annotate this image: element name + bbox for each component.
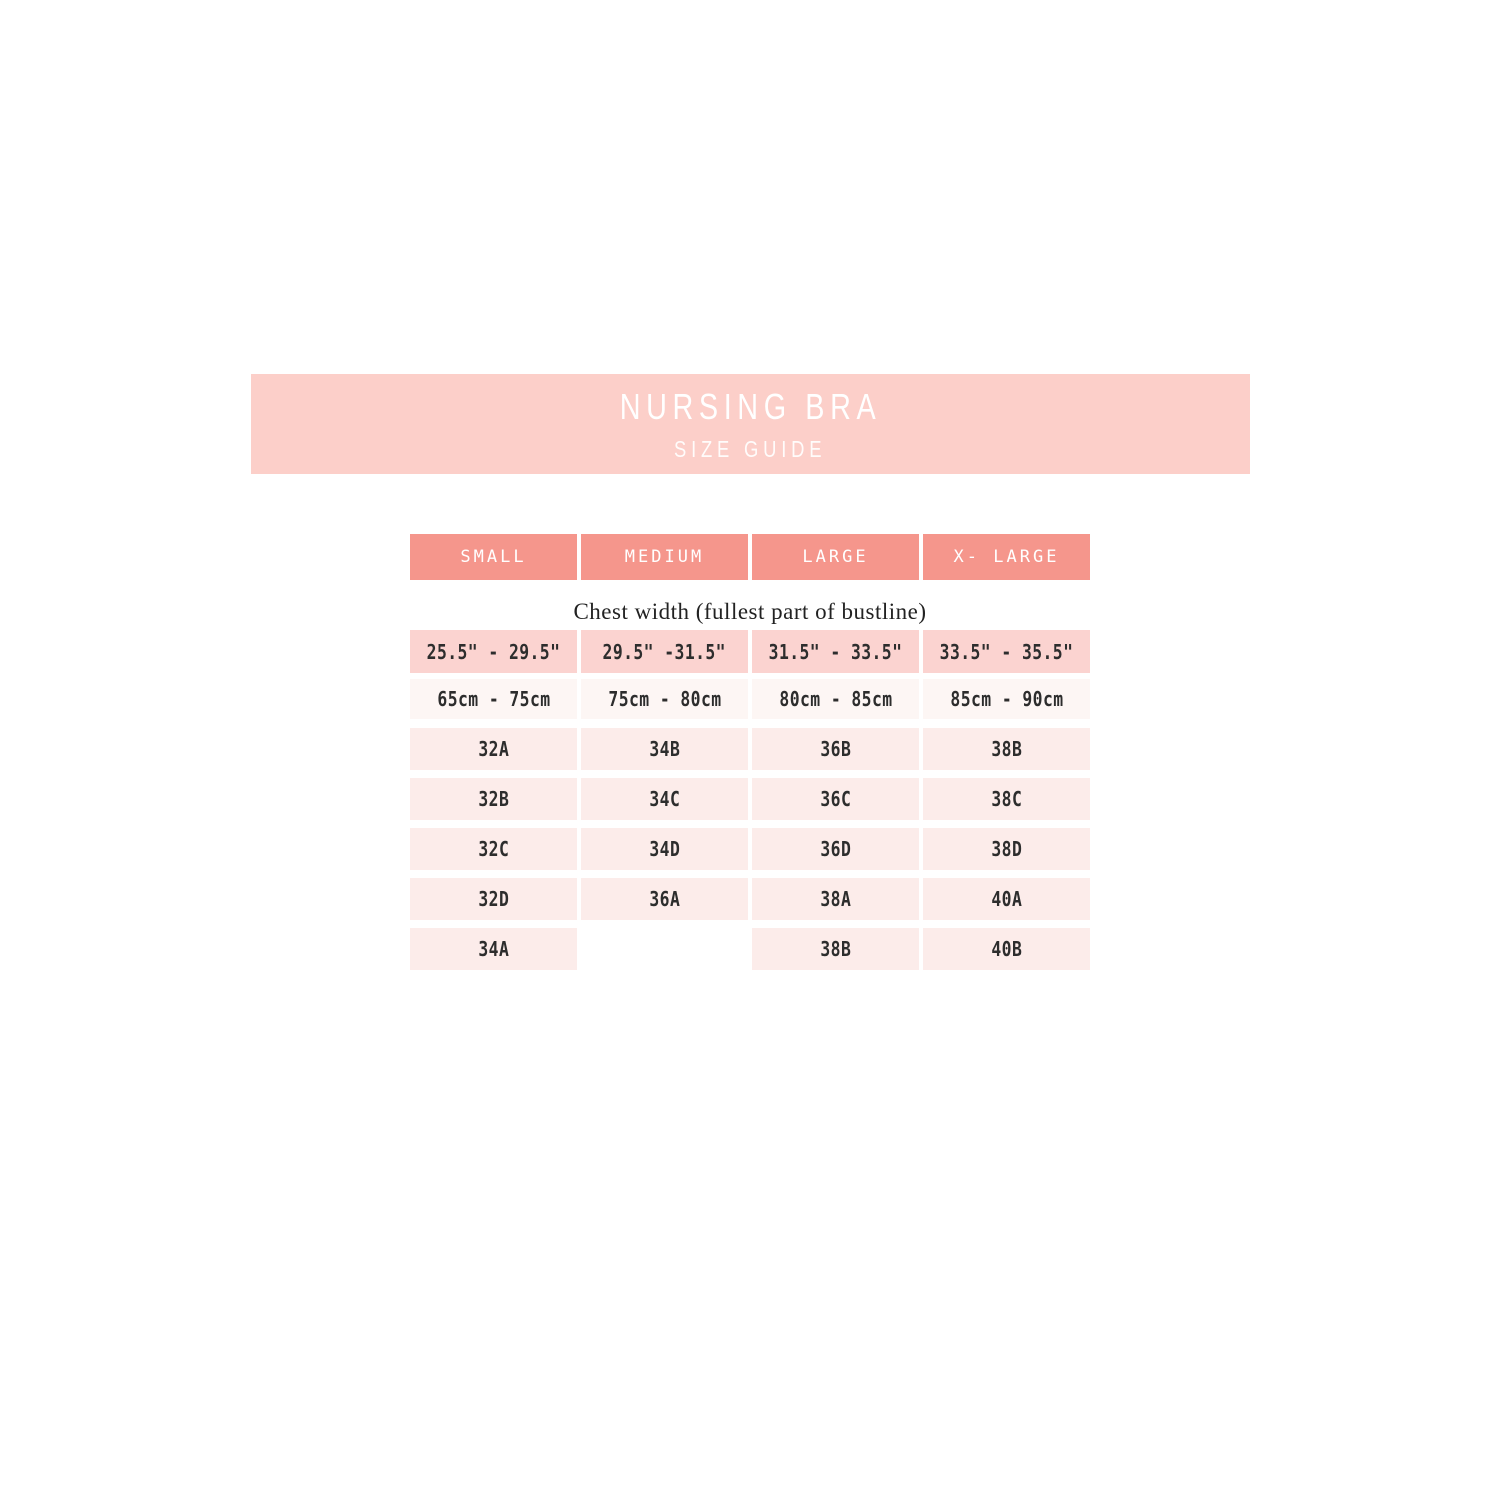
chest-width-inches-row: 25.5" - 29.5" 29.5" -31.5" 31.5" - 33.5"…: [410, 630, 1090, 673]
banner: NURSING BRA SIZE GUIDE: [251, 374, 1250, 474]
column-header-small-label: SMALL: [460, 547, 527, 567]
size-cell: 34B: [581, 728, 748, 770]
size-value: 36A: [649, 887, 680, 911]
size-row-1: 32A 34B 36B 38B: [410, 728, 1090, 770]
cm-range-cell: 80cm - 85cm: [752, 679, 919, 719]
column-header-medium: MEDIUM: [581, 534, 748, 580]
column-header-large: LARGE: [752, 534, 919, 580]
inch-range-medium: 29.5" -31.5": [602, 639, 727, 664]
column-header-row: SMALL MEDIUM LARGE X- LARGE: [410, 534, 1090, 580]
size-cell: 32D: [410, 878, 577, 920]
size-value: 34D: [649, 837, 680, 861]
size-cell: 38B: [923, 728, 1090, 770]
size-cell: 32A: [410, 728, 577, 770]
size-table: SMALL MEDIUM LARGE X- LARGE Chest width …: [410, 534, 1090, 970]
inch-range-xlarge: 33.5" - 35.5": [939, 639, 1074, 664]
size-cell: 36B: [752, 728, 919, 770]
inch-range-small: 25.5" - 29.5": [426, 639, 561, 664]
size-cell: 36D: [752, 828, 919, 870]
chest-width-label: Chest width (fullest part of bustline): [573, 599, 927, 624]
size-cell: 36C: [752, 778, 919, 820]
size-value: 38C: [991, 787, 1022, 811]
size-cell: 38C: [923, 778, 1090, 820]
size-cell: 34C: [581, 778, 748, 820]
size-value: 38B: [991, 737, 1022, 761]
size-value: 40B: [991, 937, 1022, 961]
inch-range-cell: 25.5" - 29.5": [410, 630, 577, 673]
inch-range-cell: 29.5" -31.5": [581, 630, 748, 673]
size-value: 34B: [649, 737, 680, 761]
cm-range-cell: 75cm - 80cm: [581, 679, 748, 719]
cm-range-medium: 75cm - 80cm: [607, 687, 722, 711]
size-value: 40A: [991, 887, 1022, 911]
column-header-medium-label: MEDIUM: [624, 547, 705, 567]
cm-range-small: 65cm - 75cm: [436, 687, 551, 711]
column-header-large-label: LARGE: [802, 547, 869, 567]
size-cell: 38D: [923, 828, 1090, 870]
size-cell-empty: [581, 928, 748, 970]
column-header-xlarge: X- LARGE: [923, 534, 1090, 580]
size-cell: 32C: [410, 828, 577, 870]
column-header-small: SMALL: [410, 534, 577, 580]
size-cell: 32B: [410, 778, 577, 820]
size-value: 36B: [820, 737, 851, 761]
size-cell: 34A: [410, 928, 577, 970]
size-cell: 40B: [923, 928, 1090, 970]
chest-width-cm-row: 65cm - 75cm 75cm - 80cm 80cm - 85cm 85cm…: [410, 679, 1090, 719]
column-header-xlarge-label: X- LARGE: [953, 547, 1060, 567]
size-cell: 40A: [923, 878, 1090, 920]
size-row-2: 32B 34C 36C 38C: [410, 778, 1090, 820]
inch-range-large: 31.5" - 33.5": [768, 639, 903, 664]
size-value: 38A: [820, 887, 851, 911]
page-title: NURSING BRA: [619, 386, 882, 427]
size-cell: 38A: [752, 878, 919, 920]
inch-range-cell: 31.5" - 33.5": [752, 630, 919, 673]
size-cell: 34D: [581, 828, 748, 870]
size-row-3: 32C 34D 36D 38D: [410, 828, 1090, 870]
cm-range-cell: 65cm - 75cm: [410, 679, 577, 719]
inch-range-cell: 33.5" - 35.5": [923, 630, 1090, 673]
size-value: 36C: [820, 787, 851, 811]
cm-range-cell: 85cm - 90cm: [923, 679, 1090, 719]
size-row-5: 34A 38B 40B: [410, 928, 1090, 970]
size-cell: 36A: [581, 878, 748, 920]
size-cell: 38B: [752, 928, 919, 970]
size-value: 32A: [478, 737, 509, 761]
size-value: 34A: [478, 937, 509, 961]
page-subtitle: SIZE GUIDE: [674, 436, 827, 462]
size-value: 32C: [478, 837, 509, 861]
size-value: 34C: [649, 787, 680, 811]
size-value: 38B: [820, 937, 851, 961]
cm-range-xlarge: 85cm - 90cm: [949, 687, 1064, 711]
size-value: 36D: [820, 837, 851, 861]
size-row-4: 32D 36A 38A 40A: [410, 878, 1090, 920]
size-value: 32B: [478, 787, 509, 811]
size-value: 38D: [991, 837, 1022, 861]
size-value: 32D: [478, 887, 509, 911]
cm-range-large: 80cm - 85cm: [778, 687, 893, 711]
